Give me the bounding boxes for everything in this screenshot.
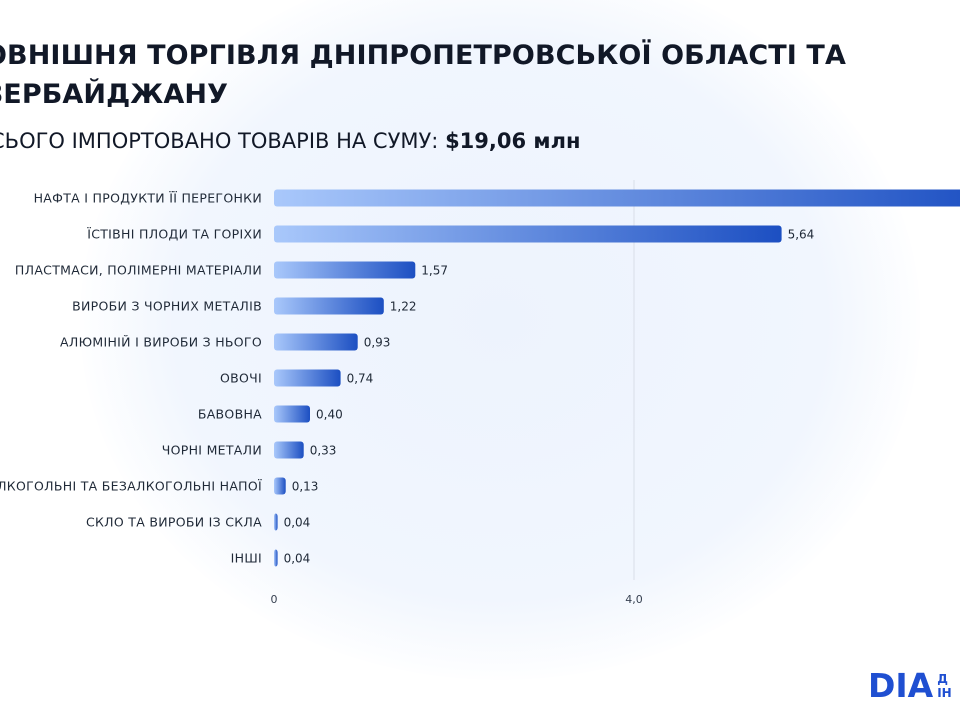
bar bbox=[274, 261, 416, 279]
value-label: 1,22 bbox=[390, 300, 417, 314]
import-total-amount: $19,06 млн bbox=[445, 129, 581, 153]
category-label: СКЛО ТА ВИРОБИ ІЗ СКЛА bbox=[86, 515, 262, 530]
background-glow bbox=[80, 0, 920, 680]
value-label: 0,33 bbox=[310, 444, 337, 458]
bar bbox=[274, 225, 782, 243]
page-title: ОВНІШНЯ ТОРГІВЛЯ ДНІПРОПЕТРОВСЬКОЇ ОБЛАС… bbox=[0, 40, 846, 110]
category-label: НАФТА І ПРОДУКТИ ЇЇ ПЕРЕГОНКИ bbox=[34, 191, 262, 206]
x-tick-label: 0 bbox=[271, 593, 278, 606]
import-total-subtitle: СЬОГО ІМПОРТОВАНО ТОВАРІВ НА СУМУ: $19,0… bbox=[0, 126, 580, 156]
category-label: ЧОРНІ МЕТАЛИ bbox=[162, 443, 262, 458]
bar bbox=[274, 513, 278, 531]
chart-bars bbox=[274, 189, 960, 567]
value-label: 0,04 bbox=[284, 516, 311, 530]
value-label: 0,40 bbox=[316, 408, 343, 422]
value-label: 0,04 bbox=[284, 552, 311, 566]
value-label: 0,93 bbox=[364, 336, 391, 350]
x-tick-label: 4,0 bbox=[625, 593, 643, 606]
category-label: АЛЮМІНІЙ І ВИРОБИ З НЬОГО bbox=[60, 335, 262, 350]
category-label: ЇСТІВНІ ПЛОДИ ТА ГОРІХИ bbox=[87, 227, 262, 242]
dia-logo: DIA Д ІН bbox=[868, 666, 952, 706]
category-label: ПЛАСТМАСИ, ПОЛІМЕРНІ МАТЕРІАЛИ bbox=[15, 263, 262, 278]
bar bbox=[274, 189, 960, 207]
dia-logo-text: Д ІН bbox=[937, 672, 952, 700]
category-label: ВИРОБИ З ЧОРНИХ МЕТАЛІВ bbox=[72, 299, 262, 314]
bar bbox=[274, 405, 310, 423]
subtitle-prefix: СЬОГО ІМПОРТОВАНО ТОВАРІВ НА СУМУ: bbox=[0, 129, 446, 153]
value-label: 1,57 bbox=[421, 264, 448, 278]
category-label: ІНШІ bbox=[231, 551, 262, 566]
value-label: 5,64 bbox=[788, 228, 815, 242]
bar bbox=[274, 549, 278, 567]
bar bbox=[274, 369, 341, 387]
category-label: АЛКОГОЛЬНІ ТА БЕЗАЛКОГОЛЬНІ НАПОЇ bbox=[0, 479, 262, 494]
category-label: БАВОВНА bbox=[198, 407, 262, 422]
bar bbox=[274, 297, 384, 315]
value-label: 0,74 bbox=[347, 372, 374, 386]
bar bbox=[274, 441, 304, 459]
category-label: ОВОЧІ bbox=[220, 371, 262, 386]
bar bbox=[274, 477, 286, 495]
chart-labels: 0 4,0 НАФТА І ПРОДУКТИ ЇЇ ПЕРЕГОНКИ ЇСТІВНІ… bbox=[0, 191, 814, 607]
dia-logo-mark: DIA bbox=[868, 666, 934, 705]
bar bbox=[274, 333, 358, 351]
value-label: 0,13 bbox=[292, 480, 319, 494]
